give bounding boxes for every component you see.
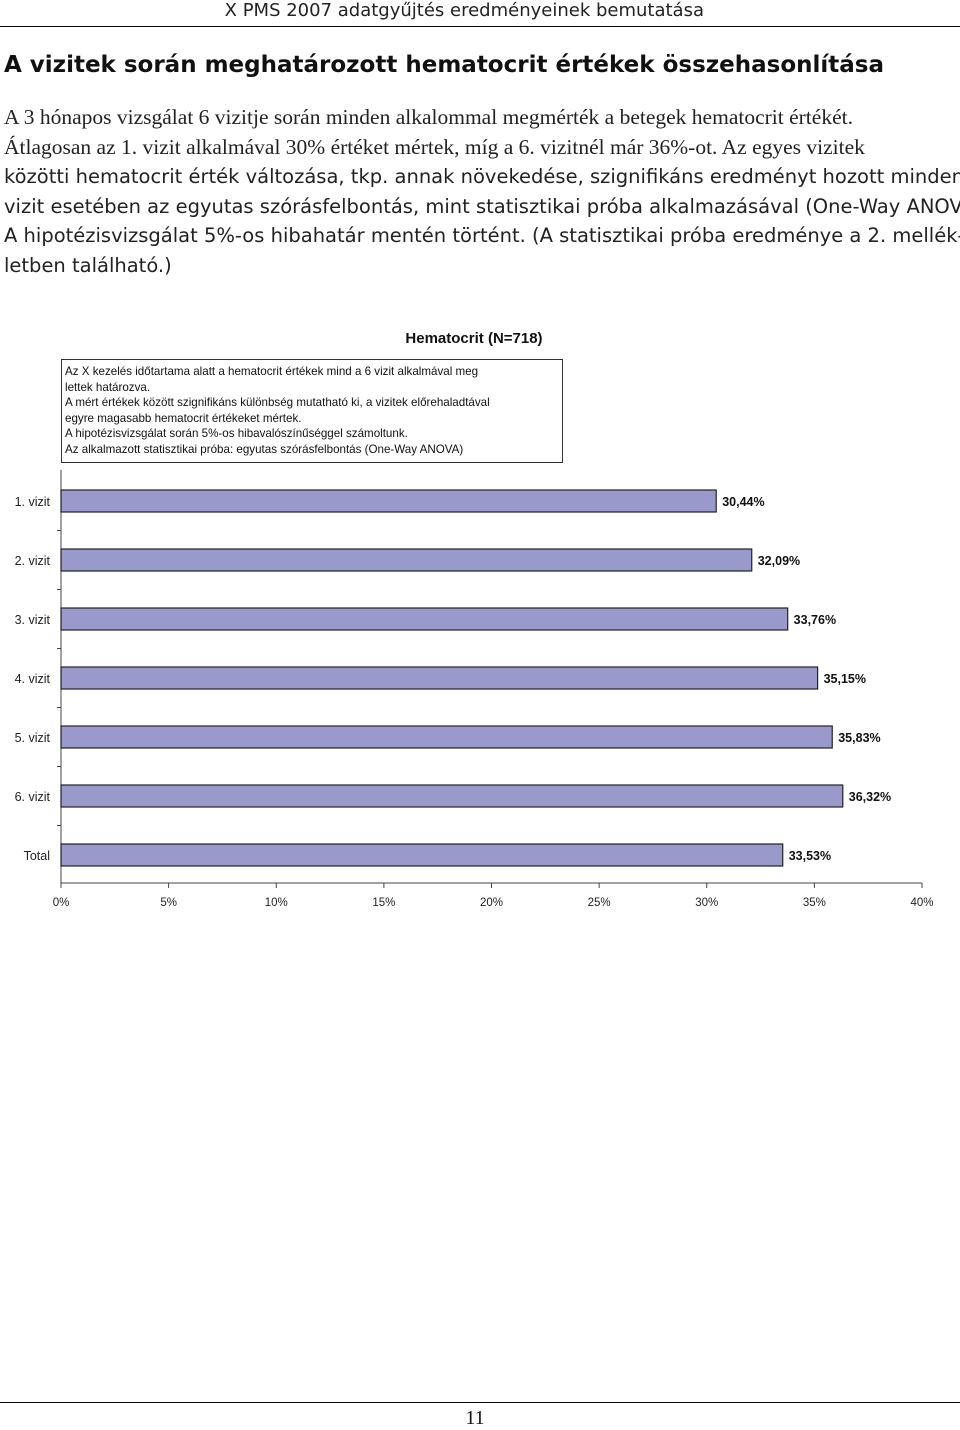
x-tick-label: 30% bbox=[695, 897, 718, 909]
bar bbox=[60, 784, 844, 808]
intro-line: közötti hematocrit érték változása, tkp.… bbox=[4, 165, 960, 188]
x-tick-label: 20% bbox=[480, 897, 503, 909]
running-header: X PMS 2007 adatgyűjtés eredményeinek bem… bbox=[224, 0, 704, 21]
note-line: A mért értékek között szignifikáns külön… bbox=[65, 396, 490, 410]
intro-line: A hipotézisvizsgálat 5%-os hibahatár men… bbox=[4, 224, 960, 247]
note-line: egyre magasabb hematocrit értékeket mért… bbox=[65, 411, 302, 425]
category-label: 5. vizit bbox=[15, 731, 51, 745]
category-label: 3. vizit bbox=[15, 613, 51, 627]
x-tick-label: 10% bbox=[265, 897, 288, 909]
note-line: Az alkalmazott statisztikai próba: egyut… bbox=[65, 442, 464, 456]
chart-note-box: Az X kezelés időtartama alatt a hematocr… bbox=[61, 359, 563, 463]
note-line: Az X kezelés időtartama alatt a hematocr… bbox=[65, 365, 479, 378]
footer-rule bbox=[0, 1402, 960, 1403]
intro-paragraph: A 3 hónapos vizsgálat 6 vizitje során mi… bbox=[4, 103, 960, 280]
data-label: 35,83% bbox=[838, 731, 880, 745]
data-label: 32,09% bbox=[758, 554, 800, 568]
bar bbox=[60, 489, 717, 513]
data-label: 35,15% bbox=[824, 672, 866, 686]
category-label: 2. vizit bbox=[15, 554, 51, 568]
bar bbox=[60, 607, 789, 631]
page-title: A vizitek során meghatározott hematocrit… bbox=[4, 52, 885, 78]
bar bbox=[60, 666, 819, 690]
note-line: A hipotézisvizsgálat során 5%-os hibaval… bbox=[65, 427, 408, 441]
x-tick-label: 0% bbox=[53, 897, 70, 909]
chart-title: Hematocrit (N=718) bbox=[405, 330, 543, 347]
bar bbox=[60, 725, 833, 749]
intro-line: letben található.) bbox=[4, 253, 172, 277]
x-tick-label: 35% bbox=[803, 897, 826, 909]
x-tick-label: 5% bbox=[160, 897, 177, 909]
note-line: lettek határozva. bbox=[65, 380, 151, 394]
x-tick-label: 15% bbox=[372, 897, 395, 909]
bar bbox=[60, 548, 753, 572]
category-label: 1. vizit bbox=[15, 495, 51, 509]
x-tick-label: 40% bbox=[910, 897, 933, 909]
category-label: 4. vizit bbox=[15, 672, 51, 686]
data-label: 33,76% bbox=[794, 613, 836, 627]
intro-line: vizit esetében az egyutas szórásfelbontá… bbox=[4, 194, 960, 218]
intro-line: Átlagosan az 1. vizit alkalmával 30% ért… bbox=[4, 134, 865, 159]
header-rule bbox=[0, 26, 960, 27]
hematocrit-bar-chart: 0% 5% 10% 15% 20% 25% 30% 35% 40% 1. vizit 30,44% 2… bbox=[15, 470, 934, 909]
category-label: Total bbox=[24, 849, 50, 863]
bar bbox=[60, 843, 784, 867]
category-label: 6. vizit bbox=[15, 790, 51, 804]
page-number: 11 bbox=[465, 1407, 485, 1429]
x-tick-label: 25% bbox=[588, 897, 611, 909]
intro-line: A 3 hónapos vizsgálat 6 vizitje során mi… bbox=[4, 105, 853, 129]
data-label: 33,53% bbox=[789, 849, 831, 863]
data-label: 36,32% bbox=[849, 790, 891, 804]
data-label: 30,44% bbox=[722, 495, 764, 509]
